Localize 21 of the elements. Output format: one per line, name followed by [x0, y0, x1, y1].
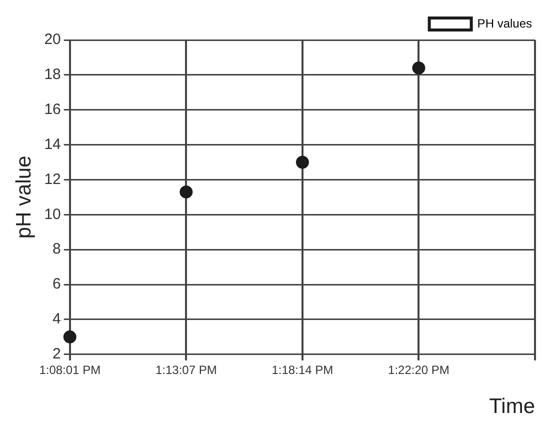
y-tick-label: 8 — [52, 240, 61, 258]
y-tick-label: 18 — [44, 66, 61, 84]
x-tick-label: 1:13:07 PM — [155, 362, 217, 377]
x-tick-label: 1:08:01 PM — [39, 362, 101, 377]
y-tick-label: 6 — [52, 276, 61, 293]
y-tick-label: 16 — [44, 101, 61, 118]
y-tick-label: 10 — [44, 206, 61, 223]
y-tick-label: 12 — [44, 170, 61, 188]
y-tick-label: 2 — [52, 346, 61, 363]
y-tick-label: 20 — [44, 31, 61, 48]
x-tick-label: 1:18:14 PM — [272, 362, 334, 377]
point — [412, 61, 426, 74]
y-axis-title: pH value — [12, 156, 36, 239]
point — [63, 330, 76, 344]
point — [296, 156, 309, 169]
y-tick-label: 14 — [44, 136, 61, 153]
legend-label: PH values — [477, 16, 532, 30]
point — [180, 185, 193, 198]
y-tick-label: 4 — [52, 310, 61, 328]
x-tick-label: 1:22:20 PM — [388, 362, 450, 377]
x-axis-title: Time — [489, 395, 535, 418]
